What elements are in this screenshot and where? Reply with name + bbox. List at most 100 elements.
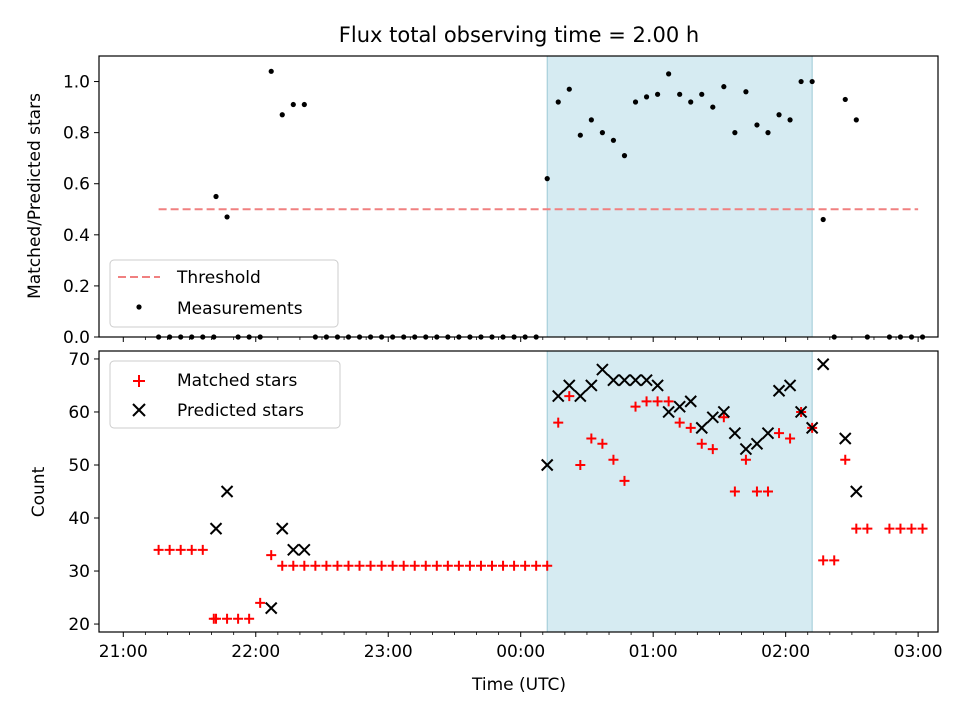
matched-point	[751, 486, 762, 497]
top-axes-frame	[98, 55, 939, 338]
measurement-point	[798, 78, 804, 85]
y-tick-label: 20	[68, 615, 90, 635]
measurements-legend-swatch	[136, 304, 142, 310]
predicted-point	[662, 405, 675, 419]
y-tick-label: 0.2	[63, 277, 90, 297]
matched-point	[895, 523, 906, 534]
matched-point	[186, 544, 197, 555]
predicted-point	[287, 543, 300, 557]
x-tick-label: 21:00	[99, 642, 148, 662]
matched-point	[840, 454, 851, 465]
x-tick-label: 23:00	[364, 642, 413, 662]
matched-point	[652, 396, 663, 407]
matched-point	[487, 560, 498, 571]
measurement-point	[268, 68, 274, 74]
matched-point	[586, 433, 597, 444]
chart-title: Flux total observing time = 2.00 h	[339, 23, 699, 47]
threshold-legend-label: Threshold	[176, 268, 261, 288]
y-tick-label: 50	[68, 456, 90, 476]
measurement-point	[710, 104, 716, 110]
matched-point	[564, 391, 575, 402]
matched-point	[431, 560, 442, 571]
matched-point	[597, 438, 608, 449]
y-tick-label: 70	[68, 350, 90, 370]
measurement-point	[732, 130, 738, 136]
matched-point	[321, 560, 332, 571]
matched-point	[785, 433, 796, 444]
matched-point	[343, 560, 354, 571]
measurement-point	[765, 130, 771, 136]
matched-point	[829, 555, 840, 566]
matched-point	[851, 523, 862, 534]
matched-point	[685, 422, 696, 433]
measurement-point	[842, 96, 848, 103]
matched-point	[619, 475, 630, 486]
x-tick-label: 22:00	[231, 642, 280, 662]
measurement-point	[787, 117, 793, 123]
y-tick-label: 30	[68, 562, 90, 582]
top-panel: 0.0 0.2 0.4 0.6 0.8 1.0 Matched/Predicted sta…	[25, 55, 939, 348]
predicted-point	[618, 373, 631, 387]
matched-point	[332, 560, 343, 571]
y-tick-label: 1.0	[63, 73, 90, 93]
predicted-point	[574, 389, 587, 403]
y-tick-label: 0.4	[63, 226, 90, 246]
y-tick-label: 0.0	[63, 328, 90, 348]
matched-point	[542, 560, 553, 571]
measurement-point	[643, 94, 650, 100]
matched-point	[244, 613, 255, 624]
predicted-point	[629, 373, 642, 387]
matched-point	[164, 544, 175, 555]
measurement-point	[610, 137, 617, 143]
matched-point	[153, 544, 164, 555]
matched-point	[453, 560, 464, 571]
measurement-point	[754, 122, 760, 128]
matched-point	[442, 560, 453, 571]
measurement-point	[279, 112, 285, 118]
matched-point	[222, 613, 233, 624]
predicted-point	[209, 522, 223, 535]
matched-point	[575, 459, 586, 470]
matched-point	[531, 560, 542, 571]
matched-point	[398, 560, 409, 571]
y-tick-label: 60	[68, 403, 90, 423]
matched-point	[729, 486, 740, 497]
measurement-point	[743, 89, 749, 95]
matched-point	[774, 428, 785, 439]
matched-point	[608, 454, 619, 465]
measurement-point	[654, 91, 661, 97]
matched-legend-label: Matched stars	[177, 371, 297, 391]
top-legend: Threshold Measurements	[109, 259, 339, 328]
measurement-point	[677, 91, 683, 97]
predicted-point	[794, 405, 808, 419]
predicted-point	[276, 522, 289, 535]
predicted-point	[640, 373, 653, 387]
matched-point	[520, 560, 531, 571]
matched-point	[299, 560, 310, 571]
predicted-point	[816, 358, 830, 371]
measurement-point	[599, 130, 606, 136]
measurement-point	[853, 117, 859, 123]
matched-point	[553, 417, 564, 428]
predicted-point	[552, 389, 565, 403]
matched-point	[288, 560, 299, 571]
x-tick-label: 01:00	[629, 642, 678, 662]
x-tick-label: 00:00	[496, 642, 545, 662]
bottom-legend: Matched stars Predicted stars	[109, 360, 341, 429]
measurement-point	[809, 78, 815, 85]
measurement-point	[688, 99, 694, 105]
matched-point	[420, 560, 431, 571]
measurement-point	[290, 101, 296, 108]
bottom-y-axis-label: Count	[29, 466, 49, 517]
measurement-point	[224, 214, 230, 220]
predicted-point	[607, 373, 620, 387]
predicted-point	[750, 437, 764, 450]
measurement-point	[577, 132, 583, 138]
matched-point	[498, 560, 509, 571]
predicted-point	[585, 379, 598, 392]
matched-point	[387, 560, 398, 571]
predicted-point	[728, 426, 742, 440]
predicted-point	[772, 384, 786, 397]
matched-point	[277, 560, 288, 571]
